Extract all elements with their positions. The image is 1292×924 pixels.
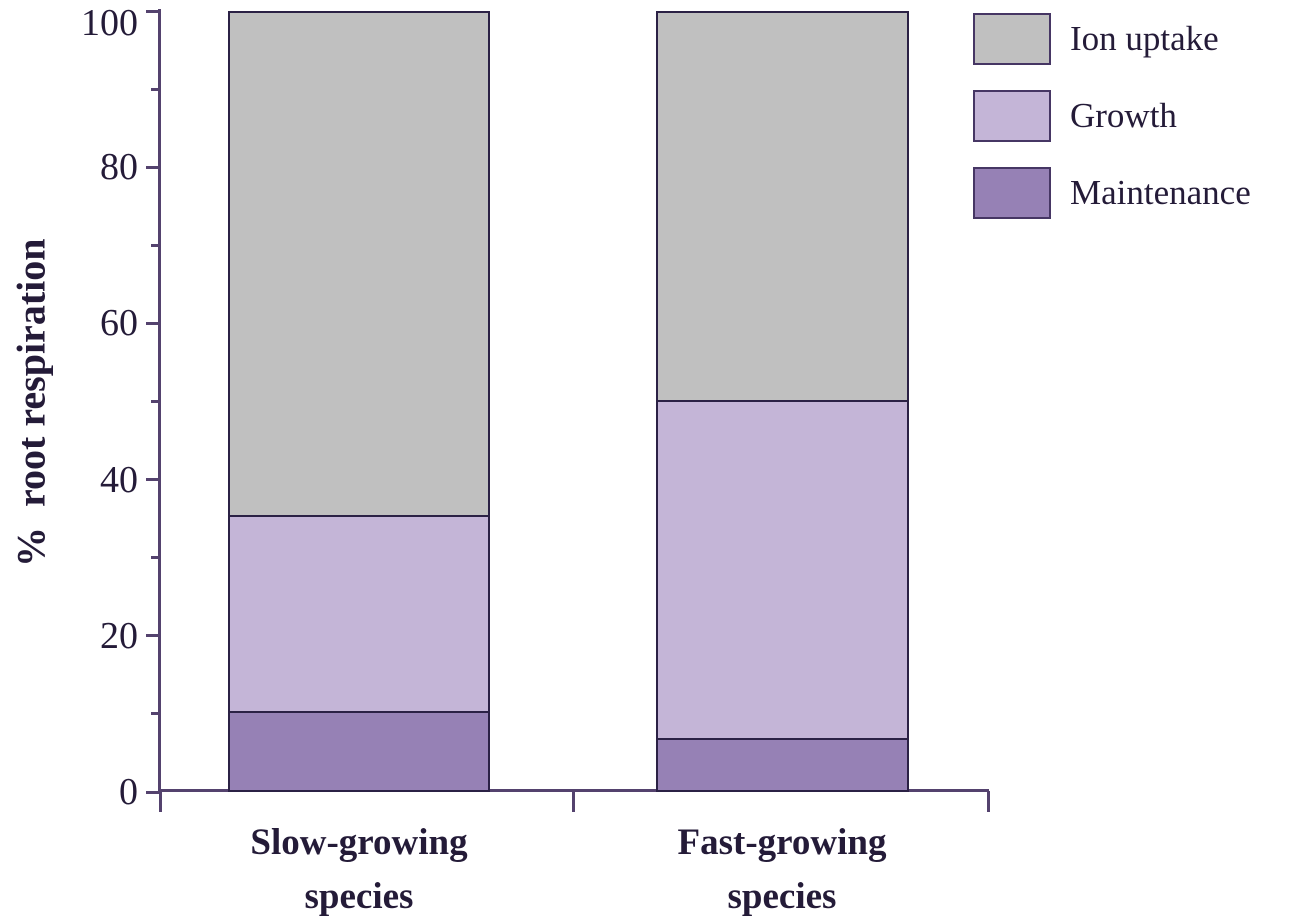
y-major-tick-100 — [146, 9, 159, 13]
bar-fast-growing — [656, 11, 909, 792]
y-minor-tick-30 — [151, 556, 159, 560]
y-tick-label-100: 100 — [81, 2, 138, 44]
x-axis-line — [158, 789, 989, 792]
x-axis-tick-1 — [572, 791, 575, 812]
category-label-fast-growing: Fast-growing species — [677, 822, 887, 917]
legend-label-maintenance: Maintenance — [1070, 173, 1251, 212]
segment-growth — [230, 517, 488, 713]
segment-maintenance — [658, 739, 907, 790]
segment-growth — [658, 401, 907, 740]
bar-slow-growing — [228, 11, 490, 792]
y-major-tick-20 — [146, 634, 159, 638]
y-axis-label: % root respiration — [8, 238, 54, 567]
y-major-tick-60 — [146, 321, 159, 325]
legend-swatch-growth — [973, 90, 1051, 142]
y-major-tick-80 — [146, 165, 159, 169]
y-minor-tick-10 — [151, 712, 159, 716]
y-minor-tick-70 — [151, 243, 159, 247]
legend-label-ion-uptake: Ion uptake — [1070, 19, 1219, 58]
y-minor-tick-50 — [151, 400, 159, 403]
category-label-slow-growing: Slow-growing species — [250, 822, 468, 917]
y-major-tick-40 — [146, 478, 159, 482]
y-tick-label-0: 0 — [119, 771, 138, 813]
y-tick-label-20: 20 — [100, 614, 138, 657]
x-axis-tick-2 — [986, 791, 990, 812]
x-axis-tick-0 — [158, 791, 162, 812]
y-axis-line — [158, 9, 161, 793]
y-tick-label-40: 40 — [100, 458, 138, 501]
legend-label-growth: Growth — [1070, 96, 1177, 135]
segment-maintenance — [230, 712, 488, 790]
segment-ion-uptake — [230, 13, 488, 518]
y-tick-label-80: 80 — [100, 146, 138, 189]
legend-swatch-maintenance — [973, 167, 1051, 219]
segment-ion-uptake — [658, 13, 907, 402]
legend-swatch-ion-uptake — [973, 13, 1051, 65]
y-minor-tick-90 — [151, 87, 159, 91]
y-major-tick-0 — [146, 790, 159, 794]
y-tick-label-60: 60 — [100, 302, 138, 345]
